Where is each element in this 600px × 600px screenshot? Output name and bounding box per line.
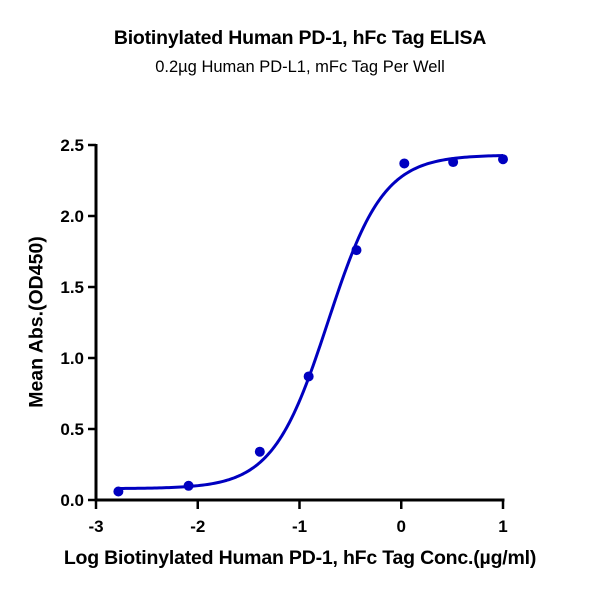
data-point: [351, 245, 362, 256]
x-tick-label: 0: [397, 517, 406, 536]
data-point: [399, 158, 410, 169]
y-tick-label: 1.5: [60, 278, 84, 297]
x-tick-label: -2: [190, 517, 205, 536]
y-tick-label: 2.5: [60, 136, 84, 155]
data-point: [183, 480, 194, 491]
x-tick-label: 1: [498, 517, 507, 536]
x-tick-label: -3: [88, 517, 103, 536]
y-tick-label: 0.5: [60, 420, 84, 439]
y-tick-label: 2.0: [60, 207, 84, 226]
fit-curve: [118, 154, 504, 490]
data-point: [254, 446, 265, 457]
x-tick-label: -1: [292, 517, 307, 536]
data-point: [303, 371, 314, 382]
data-point: [448, 157, 459, 168]
y-tick-label: 1.0: [60, 349, 84, 368]
data-point: [113, 486, 124, 497]
data-point: [498, 154, 508, 165]
chart-title: Biotinylated Human PD-1, hFc Tag ELISA: [113, 27, 487, 49]
y-tick-label: 0.0: [60, 491, 84, 510]
fit-curve-layer: [118, 154, 504, 490]
chart-subtitle: 0.2µg Human PD-L1, mFc Tag Per Well: [155, 58, 445, 76]
data-points-layer: [113, 154, 508, 497]
axes: 0.0 0.5 1.0 1.5 2.0 2.5 -3 -2 -1 0 1: [60, 136, 507, 536]
x-axis-label: Log Biotinylated Human PD-1, hFc Tag Con…: [63, 547, 537, 569]
